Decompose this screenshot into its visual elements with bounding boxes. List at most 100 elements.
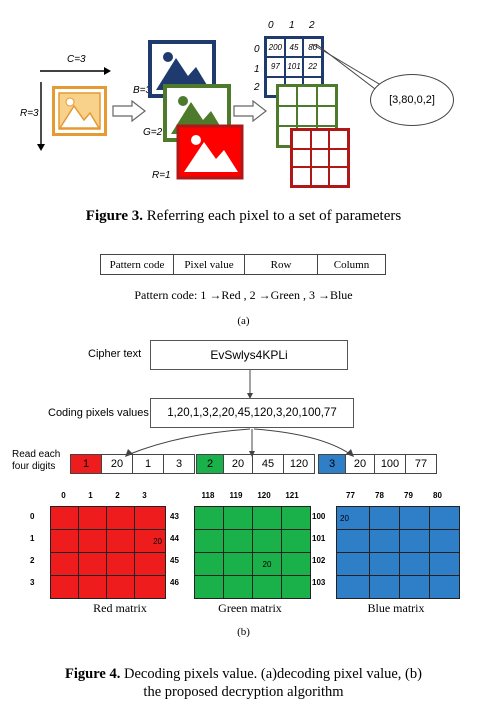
value-cell: 20 [224, 455, 253, 473]
caption-text: Referring each pixel to a set of paramet… [143, 208, 402, 224]
matrix-cell [106, 506, 135, 530]
matrix-cell [252, 529, 282, 553]
header-pixel-value: Pixel value [174, 255, 245, 274]
g-label: G=2 [143, 127, 163, 138]
group-blue: 3 20 100 77 [318, 454, 437, 474]
matrix-cell: 97 [267, 58, 284, 76]
matrix-cell [369, 575, 400, 599]
header-pattern-code: Pattern code [101, 255, 174, 274]
green-matrix-row-header: 43 [170, 512, 179, 521]
caption-line-1: Decoding pixels value. (a)decoding pixel… [120, 666, 422, 682]
matrix-cell [223, 552, 253, 576]
col-index-0: 0 [268, 20, 274, 31]
blue-matrix-row-header: 102 [312, 556, 326, 565]
matrix-cell: 22 [304, 58, 321, 76]
matrix-cell [429, 506, 460, 530]
red-matrix-caption: Red matrix [93, 601, 147, 615]
figure-4-caption: Figure 4. Decoding pixels value. (a)deco… [0, 665, 487, 701]
red-matrix-col-header: 1 [88, 491, 93, 500]
group-green: 2 20 45 120 [196, 454, 315, 474]
matrix-cell [78, 529, 107, 553]
value-cell: 20 [346, 455, 375, 473]
r-label: R=3 [20, 108, 39, 119]
matrix-cell [281, 575, 311, 599]
matrix-cell [106, 552, 135, 576]
matrix-cell [50, 529, 79, 553]
matrix-cell [399, 575, 430, 599]
red-matrix-row-header: 2 [30, 556, 35, 565]
subfigure-b-label: (b) [237, 626, 250, 638]
green-matrix-col-header: 118 [201, 491, 215, 500]
matrix-cell [106, 529, 135, 553]
red-pixel-matrix [290, 128, 350, 188]
block-arrow-icon [112, 100, 146, 122]
col-index-1: 1 [289, 20, 295, 31]
green-matrix-row-header: 46 [170, 578, 179, 587]
pattern-code-cell: 3 [319, 455, 346, 473]
matrix-cell [106, 575, 135, 599]
matrix-cell [50, 552, 79, 576]
group-red: 1 20 1 3 [70, 454, 195, 474]
green-matrix-col-header: 120 [257, 491, 271, 500]
matrix-cell [194, 552, 224, 576]
caption-line-2: the proposed decryption algorithm [143, 684, 344, 700]
source-image-icon [52, 86, 107, 136]
row-index-1: 1 [254, 64, 260, 75]
green-matrix-row-header: 45 [170, 556, 179, 565]
coding-pixels-label: Coding pixels values [48, 407, 149, 419]
green-matrix-col-header: 119 [229, 491, 243, 500]
row-cell: 1 [133, 455, 164, 473]
matrix-cell [223, 529, 253, 553]
b-label: B=3 [133, 85, 152, 96]
caption-label: Figure 4. [65, 666, 121, 682]
red-matrix: 20 [50, 506, 166, 599]
red-matrix-col-header: 0 [61, 491, 66, 500]
decoded-pixel-cell: 20 [336, 506, 370, 530]
pattern-code-legend: Pattern code: 1 →Red , 2 →Green , 3 →Blu… [134, 288, 353, 302]
red-matrix-row-header: 0 [30, 512, 35, 521]
matrix-cell [223, 575, 253, 599]
blue-matrix-col-header: 77 [346, 491, 355, 500]
parameter-format-table: Pattern code Pixel value Row Column [100, 254, 386, 275]
col-index-2: 2 [309, 20, 315, 31]
matrix-cell [336, 575, 370, 599]
matrix-cell [78, 506, 107, 530]
green-matrix: 20 [194, 506, 311, 599]
row-index-2: 2 [254, 82, 260, 93]
matrix-cell: 101 [285, 58, 303, 76]
cipher-text-box: EvSwlys4KPLi [150, 340, 348, 370]
matrix-cell [429, 575, 460, 599]
matrix-cell [399, 506, 430, 530]
parameter-bubble: [3,80,0,2] [370, 74, 454, 126]
matrix-cell [399, 529, 430, 553]
matrix-cell [134, 552, 166, 576]
header-column: Column [333, 258, 370, 271]
caption-label: Figure 3. [85, 208, 143, 224]
figure-3-caption: Figure 3. Referring each pixel to a set … [0, 208, 487, 225]
decoded-pixel-cell: 20 [134, 529, 166, 553]
blue-matrix: 20 [336, 506, 460, 599]
decoded-pixel-cell: 20 [252, 552, 282, 576]
matrix-cell: 80 [304, 39, 321, 57]
green-matrix-col-header: 121 [285, 491, 299, 500]
matrix-cell [336, 529, 370, 553]
c-arrow-icon [40, 67, 111, 75]
read-each-label: Read each four digits [12, 449, 61, 472]
coding-pixels-box: 1,20,1,3,2,20,45,120,3,20,100,77 [150, 398, 354, 428]
matrix-cell [50, 506, 79, 530]
cipher-text-label: Cipher text [88, 348, 142, 360]
col-cell: 77 [414, 458, 428, 470]
matrix-cell [369, 552, 400, 576]
red-matrix-col-header: 2 [115, 491, 120, 500]
matrix-cell [369, 529, 400, 553]
matrix-cell: 45 [285, 39, 303, 57]
green-matrix-row-header: 44 [170, 534, 179, 543]
header-row: Row [245, 255, 318, 274]
rr-label: R=1 [152, 170, 171, 181]
matrix-cell [134, 506, 166, 530]
block-arrow-icon [233, 100, 267, 122]
red-matrix-row-header: 1 [30, 534, 35, 543]
matrix-cell [252, 575, 282, 599]
matrix-cell [223, 506, 253, 530]
subfigure-a-label: (a) [237, 315, 250, 327]
